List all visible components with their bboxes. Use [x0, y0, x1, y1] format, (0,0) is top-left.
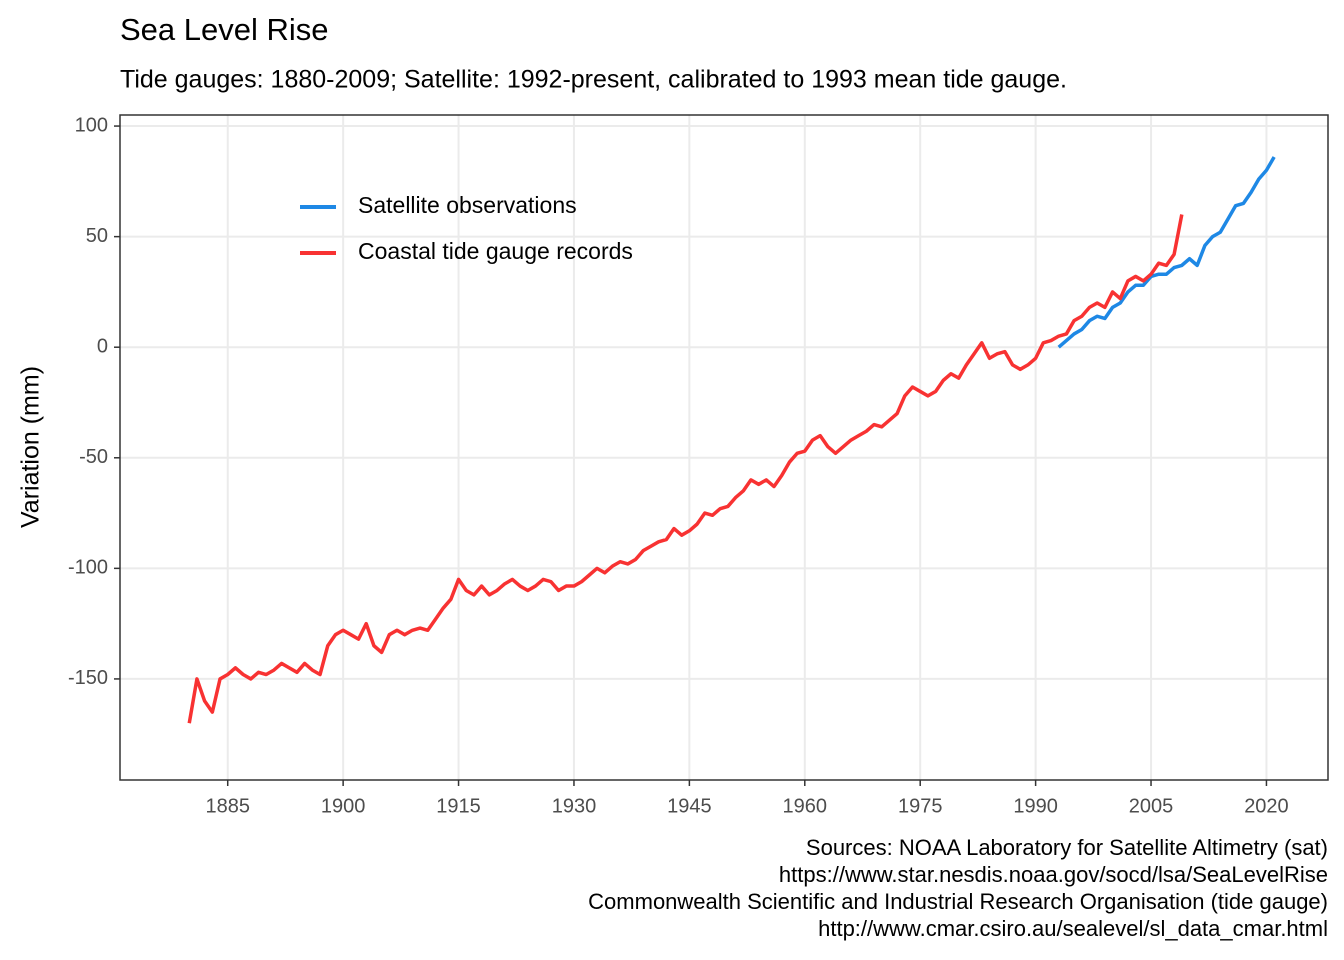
legend-label: Coastal tide gauge records: [358, 238, 633, 264]
x-tick-label: 2005: [1129, 795, 1174, 817]
series-line: [187, 214, 1184, 724]
y-tick-label: 0: [97, 335, 108, 357]
caption: https://www.star.nesdis.noaa.gov/socd/ls…: [779, 862, 1328, 887]
x-tick-label: 1975: [898, 795, 943, 817]
y-tick-label: -50: [79, 446, 108, 468]
x-tick-label: 1960: [783, 795, 828, 817]
x-tick-label: 1990: [1013, 795, 1058, 817]
legend-label: Satellite observations: [358, 192, 577, 218]
plot-border: [119, 114, 1329, 781]
x-tick-label: 2020: [1244, 795, 1289, 817]
y-tick-label: -150: [68, 667, 108, 689]
series-line: [1057, 156, 1276, 349]
chart-subtitle: Tide gauges: 1880-2009; Satellite: 1992-…: [120, 66, 1067, 94]
y-tick-label: 100: [75, 114, 108, 136]
x-tick-label: 1900: [321, 795, 366, 817]
x-tick-label: 1915: [436, 795, 481, 817]
y-axis-label: Variation (mm): [17, 366, 45, 528]
caption: Sources: NOAA Laboratory for Satellite A…: [806, 835, 1328, 860]
x-tick-label: 1885: [205, 795, 250, 817]
x-tick-label: 1945: [667, 795, 712, 817]
chart-title: Sea Level Rise: [120, 12, 329, 47]
x-tick-label: 1930: [552, 795, 597, 817]
caption: Commonwealth Scientific and Industrial R…: [588, 889, 1328, 914]
y-tick-label: 50: [86, 225, 108, 247]
caption: http://www.cmar.csiro.au/sealevel/sl_dat…: [818, 916, 1328, 941]
y-tick-label: -100: [68, 557, 108, 579]
